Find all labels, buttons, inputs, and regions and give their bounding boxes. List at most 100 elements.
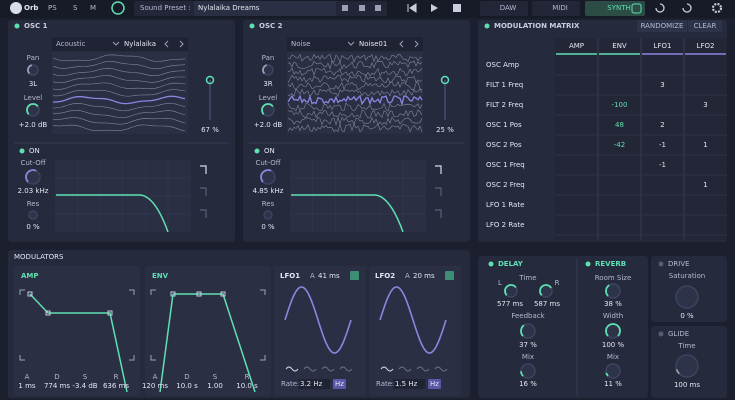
rate-value[interactable]: 3.2 Hz xyxy=(300,380,323,388)
envelope-node[interactable] xyxy=(27,291,33,297)
preset-name[interactable]: Nylalaika Dreams xyxy=(198,4,260,12)
envelope-node[interactable] xyxy=(107,310,113,316)
column-header: LFO2 xyxy=(696,42,715,50)
filter-type[interactable] xyxy=(200,165,207,174)
power-icon[interactable] xyxy=(631,3,642,14)
unit-button[interactable] xyxy=(333,379,346,389)
play-button[interactable] xyxy=(431,4,438,12)
power-dot[interactable] xyxy=(254,148,260,154)
prev-button[interactable] xyxy=(407,3,417,13)
wave-select[interactable] xyxy=(287,37,423,51)
preset-icon[interactable] xyxy=(375,5,381,11)
unit-button[interactable] xyxy=(428,379,441,389)
knob[interactable] xyxy=(520,363,536,379)
envelope-node[interactable] xyxy=(45,310,51,316)
solo-button[interactable]: S xyxy=(73,4,78,12)
wave-type[interactable]: Acoustic xyxy=(56,40,86,48)
undo-icon[interactable] xyxy=(655,3,665,13)
power-dot[interactable] xyxy=(484,23,490,29)
wave-shape[interactable] xyxy=(321,366,335,372)
sync-button[interactable] xyxy=(350,271,359,280)
wavetable-line xyxy=(287,81,423,91)
envelope-node[interactable] xyxy=(220,291,226,297)
dropdown-arrow xyxy=(112,41,120,46)
stop-button[interactable] xyxy=(453,4,461,12)
wave-shape[interactable] xyxy=(416,366,430,372)
wave-name[interactable]: Nylalaika xyxy=(124,40,157,48)
unit-label[interactable]: Hz xyxy=(335,380,344,388)
clear-button[interactable]: CLEAR xyxy=(693,22,717,30)
filter-on[interactable]: ON xyxy=(29,147,40,155)
nav-arrows[interactable] xyxy=(164,40,184,48)
envelope-curve xyxy=(159,293,174,393)
knob[interactable] xyxy=(263,210,273,220)
wave-type[interactable]: Noise xyxy=(291,40,311,48)
unit-label[interactable]: Hz xyxy=(430,380,439,388)
matrix-value[interactable]: 1 xyxy=(703,181,708,189)
preset-icon[interactable] xyxy=(342,5,348,11)
undo-icon[interactable] xyxy=(682,3,692,13)
power-dot[interactable] xyxy=(488,261,494,267)
settings-icon[interactable] xyxy=(711,2,723,14)
wavetable-line xyxy=(52,54,186,62)
power-dot[interactable] xyxy=(658,261,664,267)
rate-value[interactable]: 1.5 Hz xyxy=(395,380,418,388)
knob-arc xyxy=(605,372,609,377)
filter-on[interactable]: ON xyxy=(264,147,275,155)
mute-button[interactable]: M xyxy=(90,4,97,12)
matrix-value[interactable]: -1 xyxy=(659,141,666,149)
matrix-value[interactable]: -42 xyxy=(613,141,626,149)
knob-label: Time xyxy=(678,342,696,350)
wave-shape[interactable] xyxy=(285,366,299,372)
matrix-value[interactable]: -100 xyxy=(611,101,628,109)
button[interactable] xyxy=(637,20,687,32)
knob[interactable] xyxy=(605,363,621,379)
knob[interactable] xyxy=(28,210,38,220)
button[interactable] xyxy=(688,20,722,32)
matrix-value[interactable]: 1 xyxy=(703,141,708,149)
row-label: OSC 1 Freq xyxy=(486,161,525,169)
wave-select[interactable] xyxy=(52,37,188,51)
power-dot[interactable] xyxy=(249,23,255,29)
knob[interactable] xyxy=(675,354,699,378)
mix-slider-handle[interactable] xyxy=(440,75,450,85)
tab-label[interactable]: SYNTH xyxy=(607,4,631,12)
matrix-value[interactable]: 3 xyxy=(703,101,708,109)
mix-slider-handle[interactable] xyxy=(205,75,215,85)
wave-shape[interactable] xyxy=(303,366,317,372)
filter-type[interactable] xyxy=(435,209,442,218)
filter-type[interactable] xyxy=(435,165,442,174)
power-dot[interactable] xyxy=(658,331,664,337)
wave-name[interactable]: Noise01 xyxy=(359,40,388,48)
filter-type[interactable] xyxy=(200,209,207,218)
matrix-value[interactable]: 3 xyxy=(660,81,665,89)
knob-value: 0 % xyxy=(680,312,694,320)
wave-shape[interactable] xyxy=(380,366,394,372)
envelope-node[interactable] xyxy=(196,291,202,297)
filter-type[interactable] xyxy=(435,187,442,196)
knob-value: 577 ms xyxy=(496,300,524,308)
tab[interactable] xyxy=(480,1,528,16)
wave-shape[interactable] xyxy=(434,366,448,372)
power-dot[interactable] xyxy=(585,261,591,267)
preset-icon[interactable] xyxy=(359,5,365,11)
tab-label[interactable]: MIDI xyxy=(552,4,568,12)
tab[interactable] xyxy=(585,1,645,16)
volume-knob[interactable] xyxy=(111,1,125,15)
knob[interactable] xyxy=(675,285,699,309)
lfo-wave xyxy=(284,286,352,354)
mix-value: 25 % xyxy=(436,126,454,134)
wave-shape[interactable] xyxy=(339,366,353,372)
tab[interactable] xyxy=(532,1,580,16)
sync-button[interactable] xyxy=(445,271,454,280)
wave-shape[interactable] xyxy=(398,366,412,372)
filter-type[interactable] xyxy=(200,187,207,196)
power-dot[interactable] xyxy=(14,23,20,29)
matrix-value[interactable]: 48 xyxy=(615,121,624,129)
power-dot[interactable] xyxy=(19,148,25,154)
tab-label[interactable]: DAW xyxy=(499,4,517,12)
matrix-value[interactable]: -1 xyxy=(659,161,666,169)
randomize-button[interactable]: RANDOMIZE xyxy=(640,22,684,30)
matrix-value[interactable]: 2 xyxy=(660,121,665,129)
nav-arrows[interactable] xyxy=(399,40,419,48)
